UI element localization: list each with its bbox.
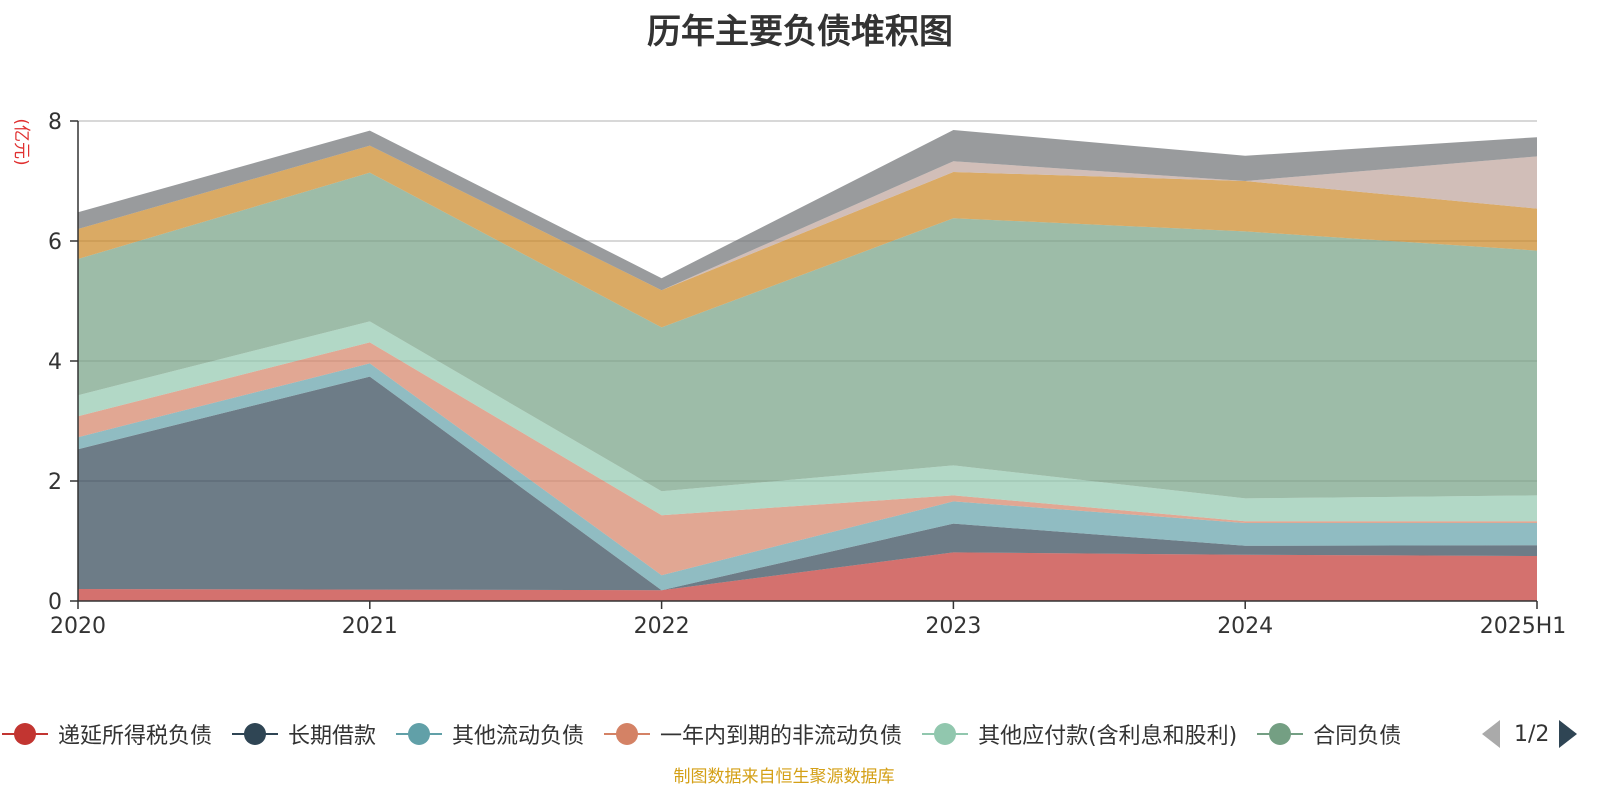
legend-page-indicator: 1/2 (1514, 721, 1550, 747)
legend-next-page-icon[interactable] (1559, 720, 1578, 748)
area-应付账款 (78, 145, 1537, 328)
y-axis-unit-label: (亿元) (11, 118, 31, 165)
legend-label: 合同负债 (1313, 724, 1402, 749)
legend-item[interactable]: 其他应付款(含利息和股利) (922, 712, 1237, 756)
legend-item[interactable]: 合同负债 (1257, 712, 1401, 756)
area-其他流动负债 (78, 363, 1537, 591)
legend-marker-icon (604, 722, 651, 746)
legend-item[interactable]: 长期借款 (232, 712, 376, 756)
source-note: 制图数据来自恒生聚源数据库 (673, 767, 895, 787)
y-tick-label: 0 (48, 590, 62, 615)
legend-item[interactable]: 一年内到期的非流动负债 (604, 712, 902, 756)
legend-label: 其他流动负债 (452, 724, 585, 749)
chart-title: 历年主要负债堆积图 (647, 12, 953, 52)
y-tick-label: 6 (48, 230, 62, 255)
y-tick-label: 8 (48, 110, 62, 135)
legend-marker-icon (1257, 722, 1304, 746)
x-tick-label: 2024 (1217, 614, 1273, 639)
legend-label: 一年内到期的非流动负债 (660, 724, 903, 749)
area-其他应付款(含利息和股利) (78, 321, 1537, 522)
area-series (78, 130, 1537, 601)
x-tick-label: 2020 (50, 614, 106, 639)
area-递延所得税负债 (78, 552, 1537, 601)
legend-marker-icon (922, 722, 969, 746)
area-合同负债 (78, 172, 1537, 499)
area-应交税费 (78, 130, 1537, 291)
y-tick-label: 4 (48, 350, 62, 375)
legend-item[interactable]: 递延所得税负债 (2, 712, 212, 756)
y-tick-label: 2 (48, 470, 62, 495)
area-长期借款 (78, 376, 1537, 591)
legend-marker-icon (2, 722, 48, 746)
x-tick-label: 2022 (634, 614, 690, 639)
legend-item[interactable]: 其他流动负债 (396, 712, 584, 756)
legend-marker-icon (232, 722, 279, 746)
legend-label: 递延所得税负债 (58, 724, 213, 749)
legend-items: 递延所得税负债 长期借款 其他流动负债 一年内到期的非流动负债 其他应付款(含利息和股利… (0, 712, 1478, 756)
legend: 递延所得税负债 长期借款 其他流动负债 一年内到期的非流动负债 其他应付款(含利息和股利… (0, 712, 1600, 756)
x-tick-label: 2023 (925, 614, 981, 639)
legend-label: 长期借款 (288, 724, 377, 749)
axes: 0 2 4 6 8 2020 2021 2022 2023 2024 2025H1 (48, 110, 1566, 639)
legend-prev-page-icon[interactable] (1482, 720, 1500, 748)
legend-pager: 1/2 (1480, 712, 1600, 756)
stacked-area-chart: 0 2 4 6 8 2020 2021 2022 2023 2024 2025H1 (亿元) (11, 110, 1566, 639)
legend-label: 其他应付款(含利息和股利) (978, 724, 1238, 749)
x-tick-label: 2021 (342, 614, 398, 639)
area-一年内到期的非流动负债 (78, 342, 1537, 576)
x-tick-label: 2025H1 (1480, 614, 1567, 639)
legend-marker-icon (396, 722, 443, 746)
